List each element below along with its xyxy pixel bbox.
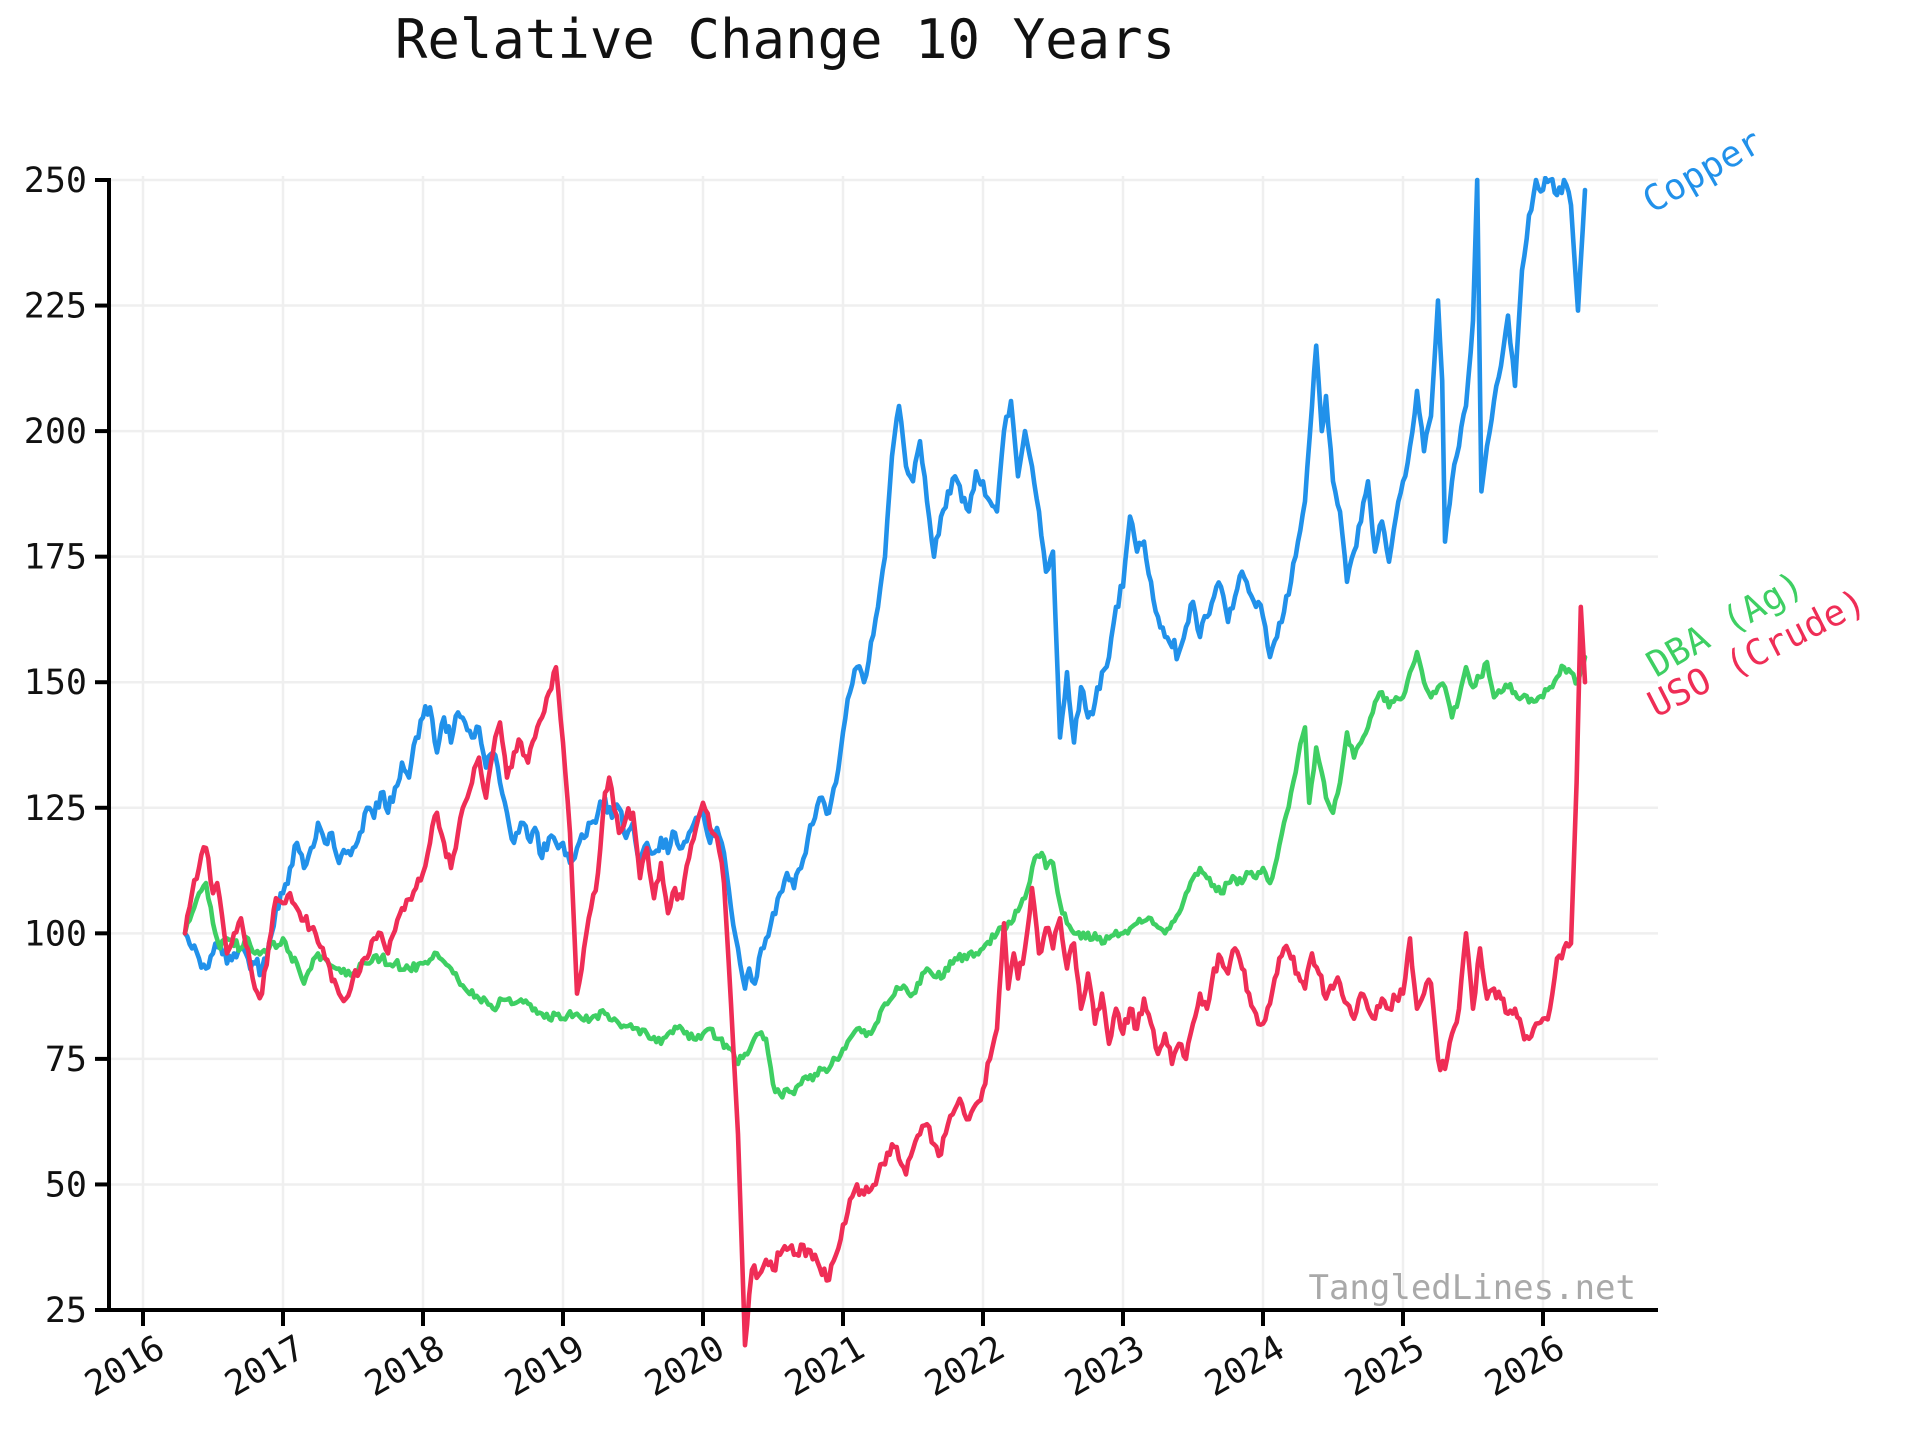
y-tick-label-25: 25 [45, 1291, 87, 1331]
x-tick-label-2026: 2026 [1478, 1328, 1571, 1405]
y-tick-label-200: 200 [24, 412, 87, 452]
y-tick-label-250: 250 [24, 161, 87, 201]
x-tick-label-2019: 2019 [498, 1328, 591, 1405]
uso-crude-line [182, 604, 1588, 1348]
y-tick-label-75: 75 [45, 1040, 87, 1080]
gridlines [111, 176, 1658, 1312]
x-tick-label-2025: 2025 [1338, 1328, 1431, 1405]
y-tick-label-225: 225 [24, 287, 87, 327]
x-tick-label-2022: 2022 [918, 1328, 1011, 1405]
y-tick-label-125: 125 [24, 789, 87, 829]
copper-line [182, 176, 1588, 991]
watermark: TangledLines.net [1308, 1268, 1636, 1308]
axes [95, 178, 1658, 1326]
x-tick-label-2023: 2023 [1058, 1328, 1151, 1405]
y-tick-label-100: 100 [24, 914, 87, 954]
x-tick-label-2024: 2024 [1198, 1328, 1291, 1405]
series-lines [182, 176, 1588, 1348]
x-tick-label-2020: 2020 [638, 1328, 731, 1405]
x-tick-label-2021: 2021 [778, 1328, 871, 1405]
copper-label: Copper [1636, 121, 1769, 222]
chart-title: Relative Change 10 Years [394, 8, 1176, 71]
dba-ag-line [182, 649, 1588, 1100]
y-tick-label-50: 50 [45, 1165, 87, 1205]
y-tick-label-175: 175 [24, 538, 87, 578]
y-tick-label-150: 150 [24, 663, 87, 703]
x-tick-label-2018: 2018 [358, 1328, 451, 1405]
x-tick-label-2017: 2017 [218, 1328, 311, 1405]
x-tick-label-2016: 2016 [78, 1328, 171, 1405]
